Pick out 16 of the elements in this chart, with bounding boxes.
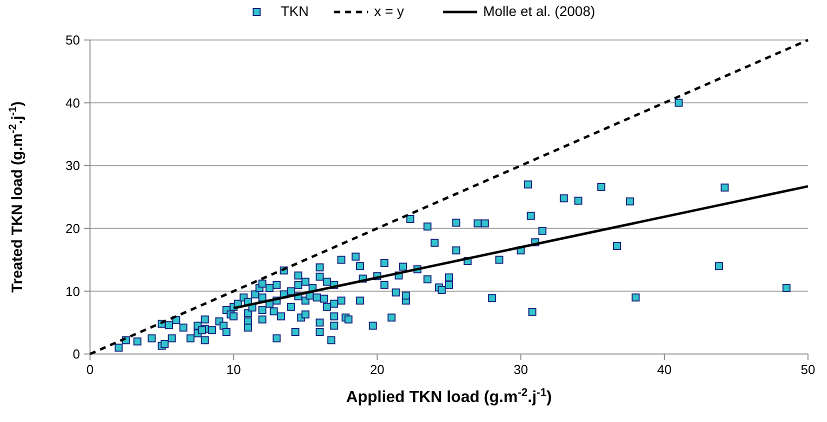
- legend-label: Molle et al. (2008): [483, 3, 596, 19]
- y-tick-label: 50: [66, 32, 80, 48]
- legend-label: x = y: [374, 3, 404, 19]
- legend-label: TKN: [280, 3, 309, 19]
- x-tick-label: 30: [514, 362, 528, 377]
- x-tick-label: 40: [657, 362, 672, 377]
- x-tick-label: 10: [226, 362, 241, 377]
- y-tick-label: 40: [66, 95, 80, 110]
- y-tick-label: 20: [66, 220, 80, 236]
- x-tick-label: 50: [800, 362, 816, 377]
- x-tick-label: 20: [370, 362, 384, 377]
- y-tick-label: 30: [66, 158, 80, 174]
- x-axis-title: Applied TKN load (g.m$^{-2}$.j$^{-1}$): [346, 387, 552, 406]
- x-tick-label: 0: [86, 362, 94, 377]
- y-tick-label: 0: [72, 346, 80, 362]
- y-tick-label: 10: [66, 284, 80, 299]
